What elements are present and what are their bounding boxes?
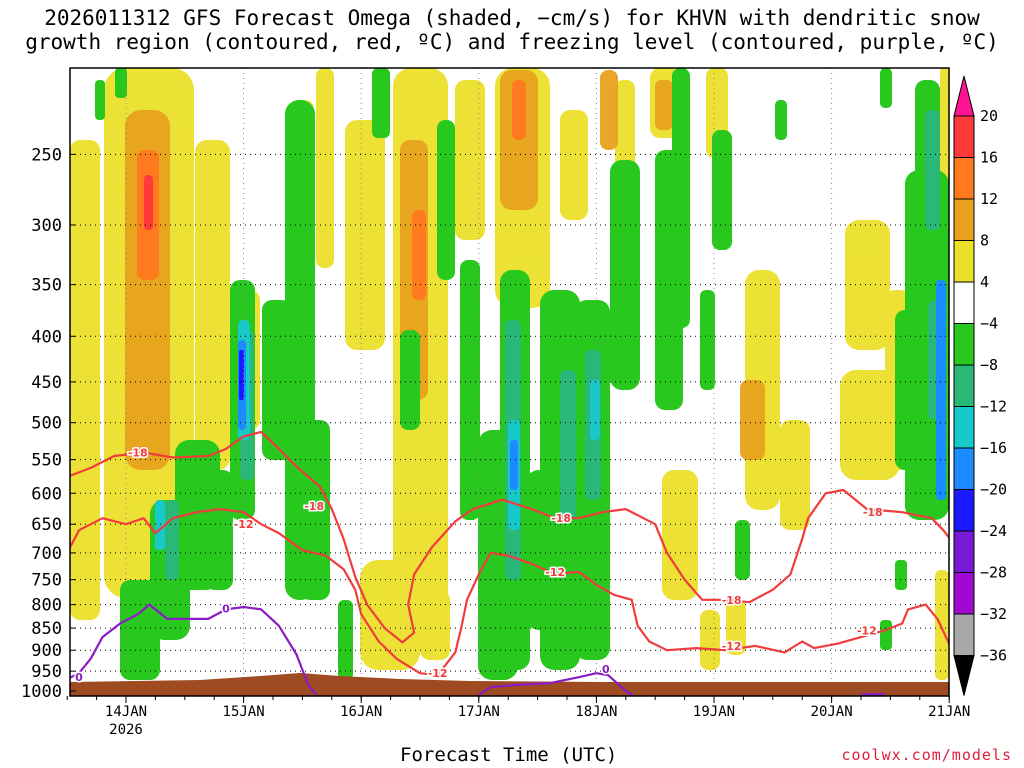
colorbar-segment <box>953 406 975 449</box>
contour-labels: -18 -18 -18 -18 -18 -12 -12 -12 -12 -12 0 0 0 <box>74 445 885 686</box>
colorbar-label: 4 <box>980 273 989 291</box>
colorbar-label: −16 <box>980 439 1007 457</box>
contour-label: -12 <box>545 566 565 579</box>
contour-line <box>70 603 318 696</box>
contour-line <box>478 672 635 696</box>
contour-line <box>70 430 949 644</box>
colorbar-label: −24 <box>980 522 1007 540</box>
contour-label: 0 <box>602 663 610 676</box>
y-tick-label: 550 <box>31 451 62 471</box>
colorbar-segment <box>953 281 975 324</box>
contour-label: 0 <box>222 602 230 615</box>
y-tick-label: 500 <box>31 414 62 434</box>
y-tick-label: 950 <box>31 662 62 682</box>
contour-label: 0 <box>75 671 83 684</box>
x-tick-sublabel: 2026 <box>109 722 143 738</box>
x-tick-label: 18JAN <box>575 704 617 720</box>
colorbar-label: 12 <box>980 190 998 208</box>
contour-label: -12 <box>722 640 742 653</box>
colorbar-label: −36 <box>980 647 1007 665</box>
colorbar-label: −4 <box>980 315 998 333</box>
y-tick-label: 850 <box>31 619 62 639</box>
colorbar-label: −12 <box>980 398 1007 416</box>
colorbar-segment <box>953 240 975 283</box>
colorbar-label: 8 <box>980 232 989 250</box>
contour-label: -18 <box>863 506 883 519</box>
contour-layer <box>70 430 949 696</box>
x-axis-label: Forecast Time (UTC) <box>400 744 618 766</box>
colorbar-bottom-arrow <box>953 655 975 696</box>
colorbar-segment <box>953 447 975 490</box>
colorbar-label: −8 <box>980 356 998 374</box>
chart-title: 2026011312 GFS Forecast Omega (shaded, −… <box>0 6 1024 54</box>
x-tick-label: 20JAN <box>811 704 853 720</box>
y-axis: 2503003504004505005506006507007508008509… <box>21 145 76 702</box>
x-tick-label: 15JAN <box>223 704 265 720</box>
y-tick-label: 1000 <box>21 682 62 702</box>
credit-link[interactable]: coolwx.com/models <box>841 746 1012 764</box>
colorbar-segment <box>953 115 975 158</box>
y-tick-label: 300 <box>31 216 62 236</box>
colorbar-segment <box>953 364 975 407</box>
y-tick-label: 750 <box>31 571 62 591</box>
x-tick-label: 14JAN <box>105 704 147 720</box>
y-tick-label: 800 <box>31 596 62 616</box>
y-tick-label: 350 <box>31 276 62 296</box>
colorbar-top-arrow <box>953 75 975 117</box>
colorbar-segment <box>953 198 975 241</box>
colorbar-segment <box>953 530 975 573</box>
x-tick-label: 21JAN <box>928 704 970 720</box>
colorbar-label: 20 <box>980 107 998 125</box>
colorbar-label: −28 <box>980 564 1007 582</box>
colorbar-segment <box>953 157 975 200</box>
contour-label: -18 <box>722 594 742 607</box>
y-tick-label: 900 <box>31 641 62 661</box>
contour-label: -12 <box>428 667 448 680</box>
y-tick-label: 700 <box>31 544 62 564</box>
x-tick-label: 16JAN <box>340 704 382 720</box>
contour-label: -18 <box>128 446 148 459</box>
contour-label: -18 <box>551 512 571 525</box>
y-tick-label: 250 <box>31 145 62 165</box>
contour-line <box>70 508 949 677</box>
contour-label: -12 <box>234 518 254 531</box>
x-tick-label: 19JAN <box>693 704 735 720</box>
colorbar-label: −20 <box>980 481 1007 499</box>
x-axis: 14JAN 2026 15JAN 16JAN 17JAN 18JAN 19JAN 20JAN 2… <box>66 696 970 738</box>
colorbar-segment <box>953 613 975 656</box>
omega-shading <box>70 68 949 680</box>
colorbar-segment <box>953 323 975 366</box>
y-tick-label: 650 <box>31 515 62 535</box>
colorbar: 20 16 12 8 4 −4 −8 −12 −16 −20 −24 −28 −32 −36 <box>953 75 1007 696</box>
y-tick-label: 450 <box>31 373 62 393</box>
colorbar-label: −32 <box>980 605 1007 623</box>
colorbar-segment <box>953 572 975 615</box>
contour-label: -18 <box>304 500 324 513</box>
colorbar-label: 16 <box>980 149 998 167</box>
x-tick-label: 17JAN <box>458 704 500 720</box>
title-line-1: 2026011312 GFS Forecast Omega (shaded, −… <box>44 6 980 30</box>
colorbar-segment <box>953 489 975 532</box>
contour-label: -12 <box>857 624 877 637</box>
y-tick-label: 600 <box>31 484 62 504</box>
y-tick-label: 400 <box>31 327 62 347</box>
title-line-2: growth region (contoured, red, ºC) and f… <box>25 30 999 54</box>
